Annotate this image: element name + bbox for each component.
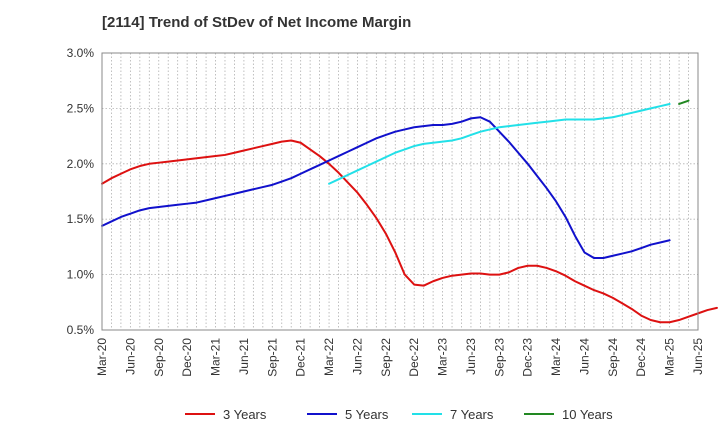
- x-tick-label: Jun-20: [123, 338, 137, 375]
- x-tick-label: Mar-24: [549, 338, 563, 376]
- x-tick-label: Dec-23: [521, 338, 535, 377]
- x-tick-label: Mar-25: [663, 338, 677, 376]
- x-tick-label: Jun-23: [464, 338, 478, 375]
- chart-title: [2114] Trend of StDev of Net Income Marg…: [102, 14, 411, 31]
- x-tick-label: Sep-23: [492, 338, 506, 377]
- legend-label-3-years: 3 Years: [223, 407, 267, 422]
- series-line-5-years: [101, 116, 671, 259]
- legend: 3 Years 5 Years 7 Years 10 Years: [185, 407, 613, 422]
- x-tick-label: Jun-21: [237, 338, 251, 375]
- x-tick-label: Jun-25: [691, 338, 705, 375]
- x-tick-label: Jun-24: [577, 338, 591, 375]
- x-tick-label: Dec-20: [180, 338, 194, 377]
- series-line-3-years: [101, 139, 718, 324]
- x-tick-label: Sep-21: [265, 338, 279, 377]
- legend-label-10-years: 10 Years: [562, 407, 613, 422]
- x-tick-label: Mar-22: [322, 338, 336, 376]
- legend-label-7-years: 7 Years: [450, 407, 494, 422]
- x-tick-label: Jun-22: [350, 338, 364, 375]
- x-tick-label: Sep-24: [606, 338, 620, 377]
- x-tick-label: Mar-20: [95, 338, 109, 376]
- y-tick-label: 1.5%: [67, 212, 95, 226]
- grid: [102, 53, 698, 330]
- legend-label-5-years: 5 Years: [345, 407, 389, 422]
- y-tick-label: 0.5%: [67, 323, 95, 337]
- y-tick-label: 2.0%: [67, 157, 95, 171]
- x-tick-label: Dec-24: [634, 338, 648, 377]
- x-tick-label: Sep-20: [152, 338, 166, 377]
- series-lines: [101, 99, 718, 324]
- series-line-7-years: [328, 102, 671, 185]
- x-tick-label: Sep-22: [379, 338, 393, 377]
- plot-frame: [101, 52, 699, 331]
- y-axis-ticks: 0.5% 1.0% 1.5% 2.0% 2.5% 3.0%: [67, 46, 95, 337]
- x-tick-label: Dec-22: [407, 338, 421, 377]
- x-tick-label: Mar-23: [436, 338, 450, 376]
- series-line-10-years: [678, 99, 690, 105]
- y-tick-label: 2.5%: [67, 101, 95, 115]
- y-tick-label: 3.0%: [67, 46, 95, 60]
- x-axis-ticks: Mar-20 Jun-20 Sep-20 Dec-20 Mar-21 Jun-21 Sep-…: [95, 338, 705, 377]
- y-tick-label: 1.0%: [67, 268, 95, 282]
- x-tick-label: Dec-21: [294, 338, 308, 377]
- x-tick-label: Mar-21: [209, 338, 223, 376]
